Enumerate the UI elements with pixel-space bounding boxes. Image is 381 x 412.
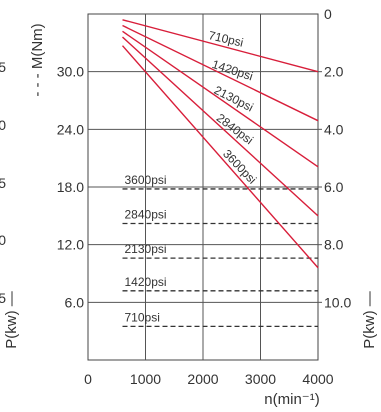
- torque-line-label: 710psi: [125, 310, 160, 324]
- y-right-tick-label: 2.0: [324, 64, 344, 80]
- far-left-tick-label: 0: [0, 232, 6, 248]
- far-left-tick-label: 5: [0, 59, 6, 75]
- torque-line-label: 3600psi: [125, 173, 167, 187]
- power-line: [122, 24, 319, 122]
- x-tick-label: 4000: [302, 371, 333, 387]
- y-left-tick-label: 30.0: [57, 64, 84, 80]
- y-left-tick-label: 24.0: [57, 121, 84, 137]
- far-left-tick-label: 5: [0, 175, 6, 191]
- y-right-tick-label: 6.0: [324, 179, 344, 195]
- y-right-tick-label: 8.0: [324, 237, 344, 253]
- far-left-tick-label: 5: [0, 290, 6, 306]
- power-line: [122, 19, 319, 73]
- torque-line-label: 2130psi: [125, 242, 167, 256]
- x-tick-label: 2000: [187, 371, 218, 387]
- far-left-tick-label: 0: [0, 117, 6, 133]
- torque-line-label: 2840psi: [125, 208, 167, 222]
- y-left-tick-label: 12.0: [57, 237, 84, 253]
- y-left-tick-label: 6.0: [65, 294, 85, 310]
- ticks-layer: 0 1000 2000 3000 4000 6.0 12.0 18.0 24.0 30.0 0 2.0…: [0, 6, 351, 387]
- grid: [87, 13, 319, 361]
- torque-line-label: 1420psi: [125, 275, 167, 289]
- y-right-tick-label: 10.0: [324, 294, 351, 310]
- power-line: [122, 30, 319, 168]
- power-line: [122, 36, 319, 217]
- y-left-tick-label: 18.0: [57, 179, 84, 195]
- x-tick-label: 0: [84, 371, 92, 387]
- power-line: [121, 45, 319, 269]
- series-layer: 3600psi2840psi2130psi1420psi710psi710psi…: [121, 19, 319, 328]
- y-right-tick-label: 0: [324, 6, 332, 22]
- x-tick-label: 1000: [130, 371, 161, 387]
- y-right-tick-label: 4.0: [324, 121, 344, 137]
- x-tick-label: 3000: [245, 371, 276, 387]
- x-axis-title: n(min⁻¹): [264, 391, 319, 408]
- far-left-axis-title: P(kw) —: [3, 291, 20, 349]
- power-line-label: 3600psi: [220, 147, 259, 187]
- right-axis-title: P(kw) —: [361, 291, 378, 349]
- left-axis-title: - - - M(Nm): [29, 23, 46, 96]
